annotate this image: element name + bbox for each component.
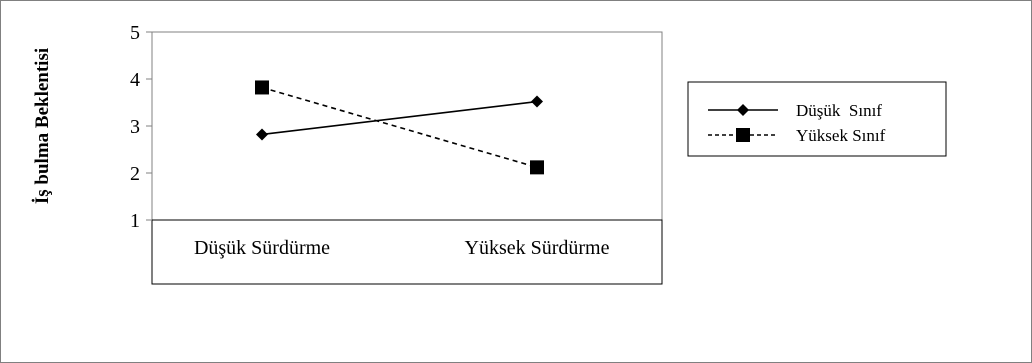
y-axis: 1 2 3 4 5 [130, 22, 152, 232]
y-tick-label: 1 [130, 210, 140, 232]
data-point-1 [256, 128, 268, 141]
data-point-2 [530, 160, 544, 175]
data-point-2 [255, 80, 269, 95]
legend-label-1: Düşük Sınıf [796, 101, 882, 120]
series-line-2 [261, 86, 538, 169]
y-axis-label: İş bulma Beklentisi [32, 48, 53, 204]
x-category-label: Yüksek Sürdürme [465, 237, 610, 259]
legend-marker-2 [736, 128, 750, 142]
legend-marker-1 [737, 104, 749, 116]
x-category-label: Düşük Sürdürme [194, 237, 330, 259]
y-tick-label: 5 [130, 22, 140, 44]
y-tick-label: 4 [130, 69, 140, 91]
y-tick-label: 2 [130, 163, 140, 185]
plot-area [151, 31, 663, 221]
data-point-1 [531, 95, 543, 108]
y-tick-label: 3 [130, 116, 140, 138]
x-axis: Düşük Sürdürme Yüksek Sürdürme [194, 237, 610, 259]
category-band [151, 219, 663, 285]
legend-box [687, 81, 947, 157]
legend: Düşük Sınıf Yüksek Sınıf [708, 101, 886, 145]
series-layer [255, 80, 544, 175]
legend-label-2: Yüksek Sınıf [796, 126, 886, 145]
series-line-1 [261, 100, 538, 136]
